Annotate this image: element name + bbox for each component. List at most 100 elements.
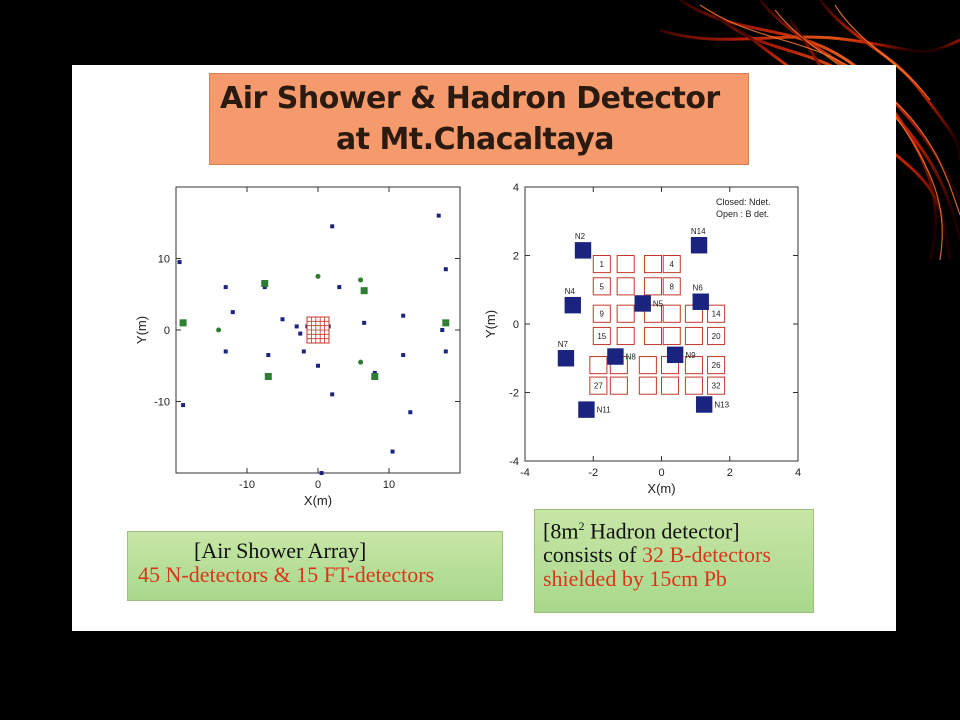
b-detector	[592, 304, 611, 323]
n-detector-label: N13	[714, 400, 729, 409]
b-detector	[707, 376, 726, 395]
b-detector	[592, 277, 611, 296]
ft-detector-point	[216, 327, 222, 333]
b-detector	[662, 277, 681, 296]
b-detector	[707, 304, 726, 323]
ft-detector-point	[264, 372, 272, 380]
b-detector	[638, 356, 657, 375]
ft-detector-point	[358, 359, 364, 365]
n-detector-point	[181, 403, 186, 408]
n-detector-label: N4	[565, 287, 576, 296]
b-detector	[684, 326, 703, 346]
x-tick-label: 0	[658, 467, 664, 479]
x-axis-label: X(m)	[304, 493, 332, 508]
n-detector-label: N8	[626, 353, 637, 362]
b-detector-label: 9	[600, 310, 605, 319]
n-detector	[690, 237, 708, 254]
n-detector	[692, 293, 709, 310]
n-detector-label: N9	[685, 351, 696, 360]
y-axis-label: Y(m)	[483, 310, 498, 338]
hadron-caption-title: [8m2 Hadron detector]	[543, 518, 740, 544]
hadron-caption-shielding: shielded by 15cm Pb	[543, 566, 727, 592]
title-line-1: Air Shower & Hadron Detector	[220, 81, 720, 116]
y-tick-label: 10	[158, 254, 170, 266]
y-tick-label: -2	[509, 388, 519, 400]
b-detector-label: 8	[670, 282, 675, 291]
b-detector	[616, 277, 635, 296]
b-detector	[707, 356, 726, 375]
n-detector-point	[401, 353, 406, 358]
x-tick-label: 2	[727, 467, 733, 479]
x-tick-label: 4	[795, 467, 801, 479]
b-detector-label: 5	[600, 282, 605, 291]
b-detector	[661, 376, 680, 395]
n-detector-point	[223, 285, 228, 290]
air-shower-array-chart: -10 0 10 -10 0 10 X(m) Y(m)	[134, 186, 461, 508]
n-detector-label: N6	[693, 284, 704, 293]
b-detector	[707, 326, 726, 346]
slide: Air Shower & Hadron Detector at Mt.Chaca…	[72, 65, 896, 631]
x-tick-label: -4	[520, 467, 530, 479]
b-detector-label: 1	[600, 260, 605, 269]
n-detector	[578, 401, 595, 418]
b-detector-label: 27	[594, 382, 603, 391]
b-detector	[662, 255, 681, 274]
n-detector-point	[298, 331, 303, 336]
n-detector-point	[362, 320, 367, 325]
b-detector	[589, 356, 608, 375]
n-detector	[607, 348, 624, 365]
b-detector-label: 32	[712, 382, 721, 391]
b-detector	[592, 255, 611, 274]
n-detector-point	[316, 363, 320, 368]
n-detector-point	[436, 213, 441, 218]
air-shower-caption: [Air Shower Array] 45 N-detectors & 15 F…	[127, 531, 503, 601]
n-detector-point	[223, 349, 228, 354]
n-detector-point	[372, 370, 377, 375]
y-axis-label: Y(m)	[134, 316, 149, 344]
b-detector	[616, 255, 635, 274]
n-detector-point	[301, 349, 306, 354]
plot-frame	[524, 186, 799, 462]
n-detector-point	[330, 392, 335, 397]
n-detector-point	[319, 471, 324, 475]
n-detector-point	[280, 317, 285, 322]
x-tick-label: 10	[383, 479, 395, 491]
b-detector	[684, 376, 703, 395]
ft-detector-point	[179, 319, 187, 327]
hadron-detector-grid	[306, 316, 330, 344]
n-detector	[695, 396, 713, 413]
title-box: Air Shower & Hadron Detector at Mt.Chaca…	[209, 73, 749, 165]
b-detector	[592, 326, 611, 346]
n-detector-point	[401, 313, 406, 318]
n-detector-point	[230, 310, 235, 315]
n-detector-point	[177, 260, 182, 265]
b-detector	[609, 376, 628, 395]
b-detector	[616, 326, 635, 346]
air-shower-caption-title: [Air Shower Array]	[194, 538, 367, 563]
b-detector	[616, 304, 635, 323]
y-tick-label: -10	[154, 397, 170, 409]
ft-detector-point	[371, 372, 379, 380]
n-detector-label: N11	[597, 406, 612, 415]
n-detector	[634, 295, 651, 312]
b-detector-label: 14	[712, 310, 721, 319]
b-detector	[643, 277, 662, 296]
n-detector	[666, 346, 684, 364]
b-detector	[662, 304, 681, 323]
n-detector	[574, 242, 592, 259]
n-detector-point	[390, 449, 395, 454]
b-detector-label: 20	[712, 332, 721, 341]
n-detector-point	[266, 353, 271, 358]
ft-detector-point	[360, 287, 368, 295]
y-tick-label: 2	[513, 251, 519, 263]
b-detector-label: 26	[712, 361, 721, 370]
x-axis-label: X(m)	[647, 481, 675, 496]
x-tick-label: 0	[315, 479, 321, 491]
n-detector-point	[443, 349, 448, 354]
x-tick-label: -10	[239, 479, 255, 491]
ft-detector-point	[358, 277, 364, 283]
b-detector	[662, 326, 681, 346]
n-detector-point	[443, 267, 448, 272]
b-detector-label: 4	[670, 260, 675, 269]
hadron-caption-consists: consists of 32 B-detectors	[543, 542, 771, 568]
